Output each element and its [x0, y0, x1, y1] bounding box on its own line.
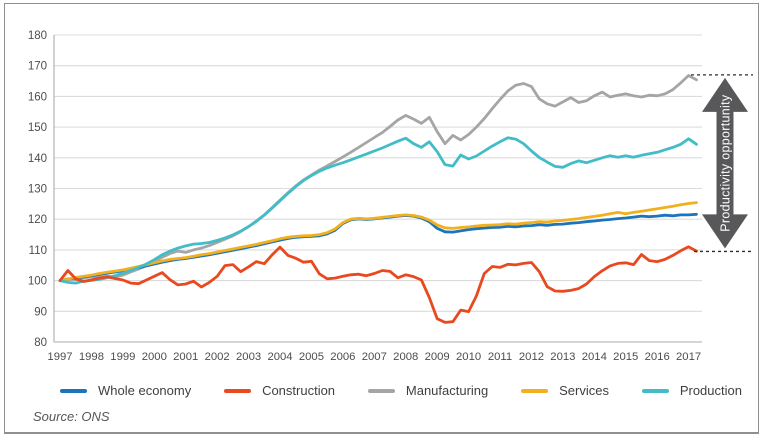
svg-text:2012: 2012 — [519, 351, 544, 363]
legend-item-production: Production — [641, 383, 742, 398]
construction-line-swatch — [224, 388, 252, 393]
svg-text:2004: 2004 — [267, 351, 292, 363]
svg-text:2015: 2015 — [613, 351, 638, 363]
svg-text:2010: 2010 — [456, 351, 481, 363]
svg-text:2014: 2014 — [582, 351, 607, 363]
legend-label: Construction — [262, 383, 336, 398]
svg-text:80: 80 — [34, 337, 47, 349]
svg-text:1999: 1999 — [110, 351, 135, 363]
legend-label: Manufacturing — [405, 383, 489, 398]
production-line-swatch — [641, 388, 669, 393]
svg-text:2017: 2017 — [676, 351, 701, 363]
services-line-swatch — [521, 388, 549, 393]
svg-text:2009: 2009 — [425, 351, 450, 363]
svg-text:2011: 2011 — [488, 351, 512, 363]
svg-text:140: 140 — [28, 153, 47, 165]
legend-item-manufacturing: Manufacturing — [367, 383, 489, 398]
svg-text:1997: 1997 — [47, 351, 72, 363]
legend-label: Production — [679, 383, 742, 398]
legend-item-construction: Construction — [224, 383, 335, 398]
svg-text:2016: 2016 — [645, 351, 670, 363]
manufacturing-line-swatch — [367, 388, 395, 393]
svg-text:2013: 2013 — [550, 351, 575, 363]
productivity-opportunity-label: Productivity opportunity — [719, 94, 733, 232]
legend-label: Whole economy — [98, 383, 192, 398]
chart-legend: Whole economy Construction Manufacturing… — [60, 383, 742, 398]
legend-item-whole-economy: Whole economy — [60, 383, 191, 398]
svg-text:2008: 2008 — [393, 351, 418, 363]
svg-text:2006: 2006 — [330, 351, 355, 363]
svg-text:2007: 2007 — [362, 351, 387, 363]
svg-text:2000: 2000 — [142, 351, 167, 363]
svg-text:150: 150 — [28, 122, 47, 134]
svg-text:170: 170 — [28, 61, 47, 73]
whole-economy-line-swatch — [60, 388, 87, 393]
legend-item-services: Services — [521, 383, 609, 398]
svg-text:2001: 2001 — [173, 351, 198, 363]
svg-text:2002: 2002 — [205, 351, 230, 363]
svg-text:100: 100 — [28, 276, 47, 288]
svg-text:1998: 1998 — [79, 351, 104, 363]
svg-text:160: 160 — [28, 91, 47, 103]
svg-text:2003: 2003 — [236, 351, 261, 363]
svg-text:130: 130 — [28, 184, 47, 196]
svg-text:2005: 2005 — [299, 351, 324, 363]
report-frame: 80 90 100 110 120 130 140 150 160 170 180 1997 1998 1… — [4, 3, 759, 434]
legend-label: Services — [559, 383, 609, 398]
source-note: Source: ONS — [33, 409, 110, 424]
svg-text:120: 120 — [28, 214, 47, 226]
productivity-line-chart: 80 90 100 110 120 130 140 150 160 170 180 1997 1998 1… — [28, 30, 753, 363]
svg-text:110: 110 — [29, 245, 47, 257]
svg-text:180: 180 — [28, 30, 47, 42]
svg-text:90: 90 — [34, 306, 47, 318]
